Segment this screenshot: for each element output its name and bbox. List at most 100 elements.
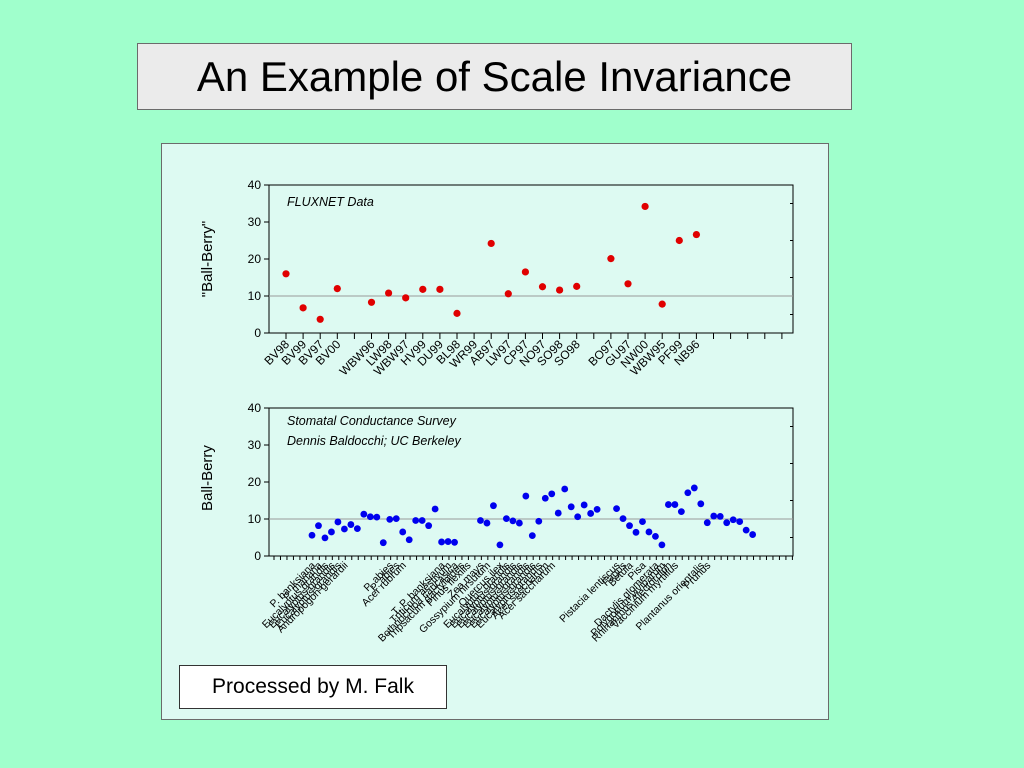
data-point (554, 509, 562, 517)
data-point (556, 286, 564, 294)
data-point (645, 528, 653, 536)
y-tick-label: 10 (248, 289, 262, 303)
data-point (729, 516, 737, 524)
data-point (692, 230, 701, 239)
data-point (684, 489, 692, 497)
data-point (593, 505, 601, 513)
chart-2: 0 10 20 30 40 Ball-Berry Stomatal Conductance … (199, 401, 794, 644)
data-point (641, 202, 649, 211)
data-point (541, 494, 549, 502)
data-point (509, 517, 517, 525)
data-point (626, 522, 633, 530)
data-point (528, 532, 536, 540)
data-point (561, 485, 569, 493)
data-point (624, 280, 632, 288)
data-point (503, 515, 510, 523)
data-point (366, 513, 374, 521)
y-axis-label: "Ball-Berry" (199, 221, 216, 298)
chart-annotation: Stomatal Conductance Survey (287, 414, 457, 428)
data-point (736, 518, 744, 525)
data-point (690, 484, 698, 492)
data-point (431, 505, 439, 513)
y-tick-label: 20 (248, 252, 262, 266)
data-point (419, 285, 427, 293)
data-point (658, 300, 666, 308)
data-point (425, 522, 433, 530)
data-point (418, 517, 426, 524)
y-tick-label: 40 (248, 178, 262, 192)
data-point (308, 531, 316, 539)
data-point (522, 492, 530, 500)
data-point (341, 525, 348, 533)
data-point (535, 517, 543, 525)
data-point (451, 538, 458, 546)
data-point (671, 501, 679, 508)
data-point (665, 501, 672, 508)
data-point (703, 519, 711, 527)
data-point (619, 515, 627, 523)
y-tick-label: 20 (248, 475, 262, 489)
y-tick-label: 30 (248, 438, 262, 452)
data-point (453, 309, 461, 317)
data-point (386, 515, 394, 523)
data-point (405, 536, 413, 544)
data-point (573, 282, 581, 290)
data-point (716, 513, 724, 520)
data-point (675, 236, 683, 245)
data-point (444, 538, 452, 545)
data-point (697, 500, 705, 508)
data-point (299, 304, 307, 312)
data-point (574, 513, 582, 521)
data-point (392, 515, 400, 523)
data-point (353, 525, 361, 533)
chart-panel (161, 143, 829, 720)
data-point (438, 538, 445, 546)
y-tick-label: 0 (254, 326, 261, 340)
data-point (360, 510, 368, 518)
data-point (538, 283, 547, 291)
data-point (412, 517, 420, 524)
chart-annotation: Dennis Baldocchi; UC Berkeley (287, 434, 461, 448)
data-point (639, 518, 646, 525)
data-point (367, 298, 376, 306)
data-point (385, 289, 393, 297)
data-point (677, 508, 685, 515)
data-point (347, 521, 355, 528)
data-point (328, 528, 335, 536)
data-point (567, 503, 575, 511)
data-point (749, 531, 757, 538)
data-point (316, 315, 324, 323)
data-point (282, 270, 290, 278)
data-point (315, 522, 322, 530)
data-point (333, 285, 341, 293)
y-tick-label: 10 (248, 512, 262, 526)
data-point (723, 519, 731, 527)
data-point (613, 505, 620, 513)
y-tick-label: 0 (254, 549, 261, 563)
data-point (504, 290, 512, 298)
data-point (496, 541, 504, 549)
data-point (587, 510, 595, 517)
data-point (490, 502, 497, 510)
data-point (548, 490, 556, 498)
data-point (373, 513, 381, 521)
data-point (334, 518, 342, 526)
data-point (487, 239, 495, 248)
data-point (379, 539, 387, 547)
data-point (632, 528, 640, 536)
chart-annotation: FLUXNET Data (287, 195, 374, 209)
data-point (742, 526, 750, 534)
data-point (580, 501, 588, 509)
data-point (483, 519, 491, 527)
data-point (652, 532, 659, 540)
data-point (515, 519, 523, 527)
y-tick-label: 40 (248, 401, 262, 415)
slide-title: An Example of Scale Invariance (137, 43, 852, 110)
data-point (436, 285, 444, 293)
y-tick-label: 30 (248, 215, 262, 229)
data-point (658, 541, 666, 549)
data-point (399, 528, 407, 536)
data-point (607, 255, 615, 263)
